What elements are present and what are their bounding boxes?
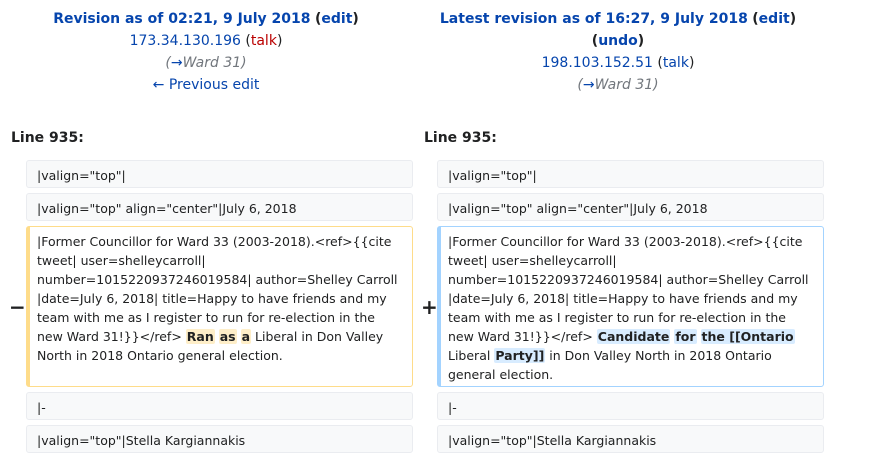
new-section-name: Ward 31	[594, 77, 654, 93]
inserted-word: the [[Ontario	[700, 329, 795, 344]
old-talk-link[interactable]: talk	[250, 33, 277, 49]
new-section-arrow-link[interactable]: →	[582, 77, 595, 93]
previous-edit-link[interactable]: ← Previous edit	[152, 77, 260, 93]
old-edit-link[interactable]: edit	[321, 11, 353, 27]
context-line-left: |valign="top"|	[26, 160, 413, 188]
old-edit-summary: (→Ward 31)	[165, 55, 247, 71]
old-section-arrow-link[interactable]: →	[170, 55, 183, 71]
deleted-word: Ran	[185, 329, 215, 344]
new-revision-header: Latest revision as of 16:27, 9 July 2018…	[414, 8, 822, 96]
deleted-word: as	[218, 329, 237, 344]
inserted-word: Party]]	[494, 348, 546, 363]
old-section-name: Ward 31	[182, 55, 242, 71]
old-user-link[interactable]: 173.34.130.196	[129, 33, 241, 49]
context-line-right: |valign="top" align="center"|July 6, 201…	[437, 193, 824, 221]
new-user-link[interactable]: 198.103.152.51	[541, 55, 653, 71]
inserted-word: for	[674, 329, 697, 344]
old-revision-link[interactable]: Revision as of 02:21, 9 July 2018	[53, 11, 311, 27]
added-line-marker: +	[421, 295, 438, 319]
context-line-right: |-	[437, 392, 824, 420]
line-number-right: Line 935:	[424, 130, 497, 146]
line-number-left: Line 935:	[11, 130, 84, 146]
deleted-line: |Former Councillor for Ward 33 (2003-201…	[26, 226, 413, 387]
context-line-left: |-	[26, 392, 413, 420]
unchanged-word: Liberal	[255, 329, 298, 344]
context-line-right: |valign="top"|	[437, 160, 824, 188]
deleted-word: a	[240, 329, 252, 344]
new-talk-link[interactable]: talk	[662, 55, 689, 71]
new-revision-link[interactable]: Latest revision as of 16:27, 9 July 2018	[439, 11, 748, 27]
undo-link[interactable]: undo	[598, 33, 638, 49]
old-revision-header: Revision as of 02:21, 9 July 2018 (edit)…	[0, 8, 412, 96]
inserted-word: Candidate	[596, 329, 671, 344]
changed-line-prefix: |Former Councillor for Ward 33 (2003-201…	[37, 234, 398, 344]
context-line-left: |valign="top"|Stella Kargiannakis	[26, 425, 413, 453]
deleted-line-marker: −	[9, 295, 26, 319]
new-edit-link[interactable]: edit	[758, 11, 790, 27]
unchanged-word: Liberal	[448, 348, 491, 363]
context-line-left: |valign="top" align="center"|July 6, 201…	[26, 193, 413, 221]
changed-line-prefix: |Former Councillor for Ward 33 (2003-201…	[448, 234, 809, 344]
context-line-right: |valign="top"|Stella Kargiannakis	[437, 425, 824, 453]
added-line: |Former Councillor for Ward 33 (2003-201…	[437, 226, 824, 387]
new-edit-summary: (→Ward 31)	[577, 77, 659, 93]
changed-line-suffix: in Don Valley North in 2018 Ontario gene…	[448, 348, 772, 382]
changed-line-suffix: in Don Valley North in 2018 Ontario gene…	[37, 329, 384, 363]
